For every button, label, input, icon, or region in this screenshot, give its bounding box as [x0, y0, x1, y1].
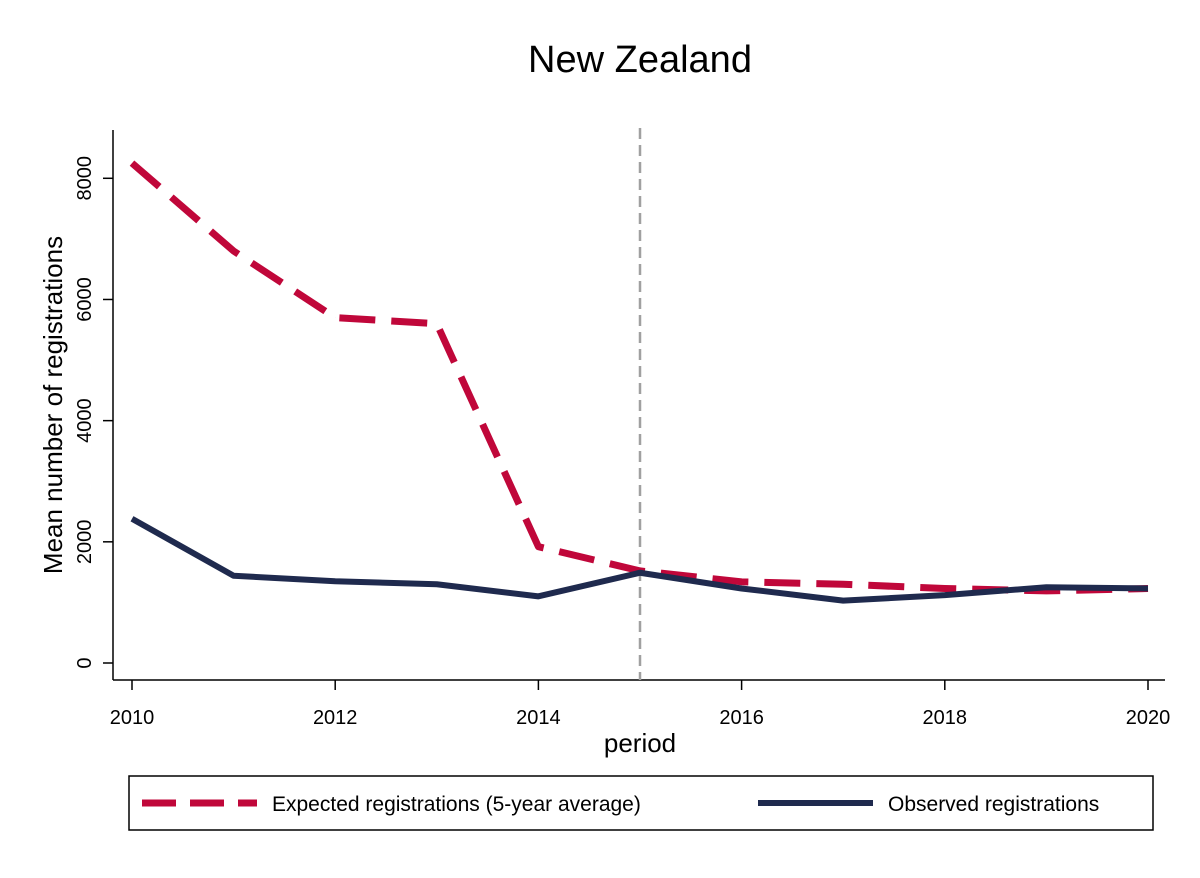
x-tick-label: 2016: [719, 707, 764, 729]
legend-label: Expected registrations (5-year average): [272, 793, 641, 816]
y-axis-label: Mean number of registrations: [38, 236, 68, 574]
x-tick-label: 2018: [923, 707, 968, 729]
y-tick-label: 2000: [74, 520, 96, 565]
x-tick-label: 2014: [516, 707, 561, 729]
y-tick-label: 4000: [74, 398, 96, 443]
y-tick-label: 8000: [74, 156, 96, 201]
axes: 0 2000 4000 6000 8000 2010 2012 2014 2016 2018 202…: [74, 130, 1170, 729]
x-tick-label: 2010: [110, 707, 155, 729]
y-tick-label: 6000: [74, 277, 96, 322]
x-axis-label: period: [604, 728, 676, 758]
x-tick-label: 2012: [313, 707, 358, 729]
legend-label: Observed registrations: [888, 793, 1099, 816]
legend: Expected registrations (5-year average) O…: [129, 776, 1153, 830]
chart-title: New Zealand: [528, 39, 752, 81]
x-tick-label: 2020: [1126, 707, 1171, 729]
y-tick-label: 0: [74, 657, 96, 668]
plot-area: [132, 128, 1148, 680]
